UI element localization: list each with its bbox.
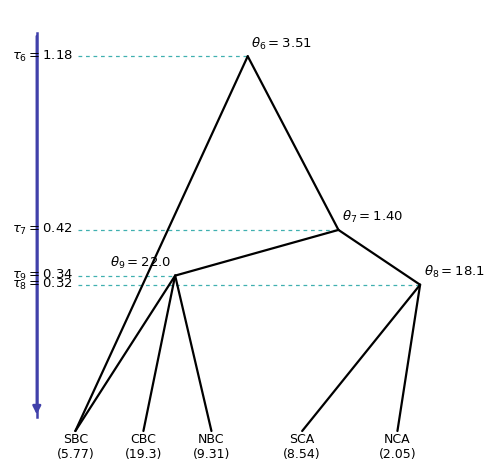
Text: $\theta_6 = 3.51$: $\theta_6 = 3.51$: [251, 36, 312, 51]
Text: NBC
(9.31): NBC (9.31): [193, 433, 230, 461]
Text: $\tau_7 = 0.42$: $\tau_7 = 0.42$: [12, 222, 73, 237]
Text: NCA
(2.05): NCA (2.05): [379, 433, 416, 461]
Text: $\theta_7 = 1.40$: $\theta_7 = 1.40$: [342, 209, 403, 225]
Text: $\tau_9 = 0.34$: $\tau_9 = 0.34$: [12, 268, 73, 283]
Text: $\tau_8 = 0.32$: $\tau_8 = 0.32$: [12, 277, 73, 292]
Text: SCA
(8.54): SCA (8.54): [283, 433, 321, 461]
Text: SBC
(5.77): SBC (5.77): [57, 433, 94, 461]
Text: CBC
(19.3): CBC (19.3): [124, 433, 162, 461]
Text: $\theta_9 = 22.0$: $\theta_9 = 22.0$: [110, 255, 172, 271]
Text: $\theta_8 = 18.1$: $\theta_8 = 18.1$: [424, 264, 485, 280]
Text: $\tau_6 = 1.18$: $\tau_6 = 1.18$: [12, 49, 73, 64]
